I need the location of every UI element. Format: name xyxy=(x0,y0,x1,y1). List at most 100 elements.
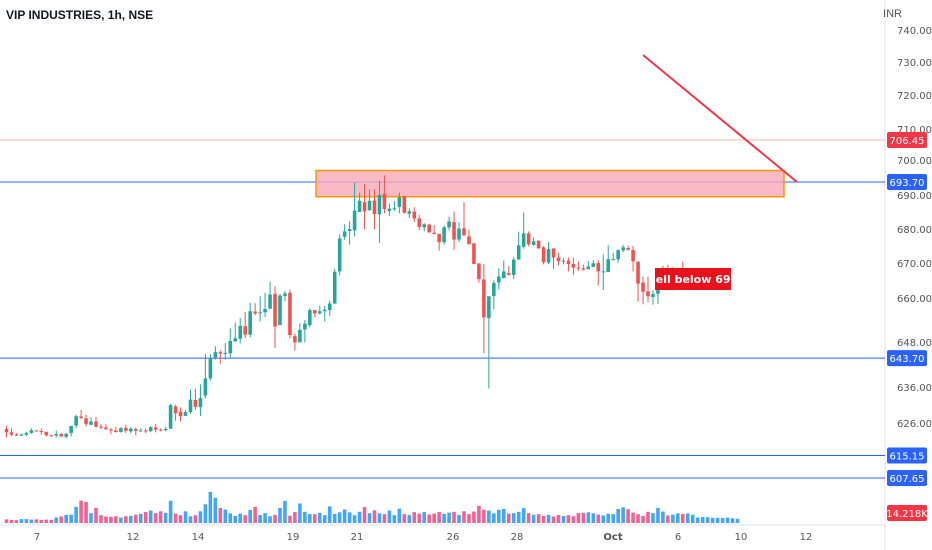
candle-body xyxy=(99,426,103,428)
volume-value-tag xyxy=(887,505,927,521)
y-tick-label: 680.00 xyxy=(897,225,932,236)
candle-body xyxy=(59,434,63,437)
candle-body xyxy=(238,325,243,339)
volume-bar xyxy=(442,513,446,523)
candle-body xyxy=(417,218,422,227)
volume-bar xyxy=(143,512,148,523)
candle-body xyxy=(447,221,451,228)
candle-body xyxy=(357,200,362,212)
volume-bar xyxy=(402,514,407,523)
candle-body xyxy=(601,271,606,273)
volume-bar xyxy=(243,515,247,523)
candle-body xyxy=(34,430,39,432)
volume-bar xyxy=(372,510,377,523)
candle-body xyxy=(546,249,551,263)
candle-body xyxy=(437,233,441,243)
candle-body xyxy=(382,193,387,209)
volume-bar xyxy=(109,516,113,523)
candle-body xyxy=(586,266,591,270)
candle-body xyxy=(556,257,561,262)
volume-bar xyxy=(382,514,387,523)
volume-bar xyxy=(506,513,511,523)
y-tick-label: 670.00 xyxy=(897,259,932,270)
volume-bar xyxy=(342,509,347,523)
candle-body xyxy=(571,264,576,268)
volume-bar xyxy=(44,519,49,523)
volume-bar xyxy=(641,515,645,523)
volume-bar xyxy=(322,515,327,523)
candle-body xyxy=(223,352,228,354)
y-tick-label: 690.00 xyxy=(897,191,932,202)
volume-bar xyxy=(308,514,312,523)
candle-body xyxy=(347,229,352,232)
volume-bar xyxy=(427,514,431,523)
volume-bar xyxy=(636,514,640,523)
volume-bar xyxy=(472,511,476,523)
volume-bar xyxy=(238,513,243,523)
volume-bar xyxy=(387,510,392,523)
x-tick-label: 6 xyxy=(675,532,681,543)
volume-bar xyxy=(233,515,238,523)
volume-bar xyxy=(571,516,576,523)
volume-bar xyxy=(501,508,506,523)
candle-body xyxy=(641,282,645,292)
volume-bar xyxy=(253,506,257,523)
volume-bar xyxy=(526,513,531,523)
volume-bar xyxy=(690,514,695,523)
x-tick-label: 19 xyxy=(287,532,300,543)
candle-body xyxy=(49,435,54,437)
candle-body xyxy=(387,208,392,211)
volume-bar xyxy=(397,508,402,523)
candle-body xyxy=(74,416,78,426)
candle-body xyxy=(114,430,118,432)
volume-bar xyxy=(511,513,516,523)
volume-bar xyxy=(332,513,337,523)
volume-bar xyxy=(248,510,252,523)
candle-body xyxy=(263,309,267,313)
volume-bar xyxy=(616,508,620,523)
candle-body xyxy=(298,329,302,343)
candle-body xyxy=(124,427,128,431)
candle-body xyxy=(432,232,436,235)
volume-bar xyxy=(54,517,59,523)
volume-bar xyxy=(49,519,54,523)
candle-body xyxy=(258,312,262,314)
candle-body xyxy=(173,406,178,414)
volume-bar xyxy=(119,517,123,523)
volume-bar xyxy=(317,512,322,523)
currency-label: INR xyxy=(883,8,902,20)
volume-bar xyxy=(531,514,536,523)
volume-bar xyxy=(710,517,715,523)
volume-bar xyxy=(477,505,481,523)
candle-body xyxy=(168,405,173,429)
candle-body xyxy=(492,282,496,296)
candle-body xyxy=(278,295,282,326)
candle-body xyxy=(402,196,407,213)
volume-bar xyxy=(666,515,670,523)
volume-bar xyxy=(700,517,705,523)
candle-body xyxy=(233,338,238,342)
candle-body xyxy=(193,399,198,407)
volume-bar xyxy=(452,511,456,523)
volume-bar xyxy=(74,506,78,523)
candle-body xyxy=(303,323,307,330)
candle-body xyxy=(158,429,163,431)
candle-body xyxy=(412,211,417,219)
volume-bar xyxy=(148,510,153,523)
candle-body xyxy=(9,432,14,435)
annotation-label: Sell below 693 xyxy=(648,273,738,286)
volume-bar xyxy=(133,514,138,523)
volume-bar xyxy=(482,509,486,523)
candle-body xyxy=(477,263,481,280)
candle-body xyxy=(352,210,357,231)
volume-bar xyxy=(288,515,292,523)
candle-body xyxy=(84,418,88,424)
candle-body xyxy=(611,259,615,261)
candle-body xyxy=(133,429,138,431)
candle-body xyxy=(138,430,143,432)
candle-body xyxy=(203,378,208,396)
volume-bar xyxy=(273,514,277,523)
candle-body xyxy=(397,197,402,207)
volume-bar xyxy=(715,517,720,523)
